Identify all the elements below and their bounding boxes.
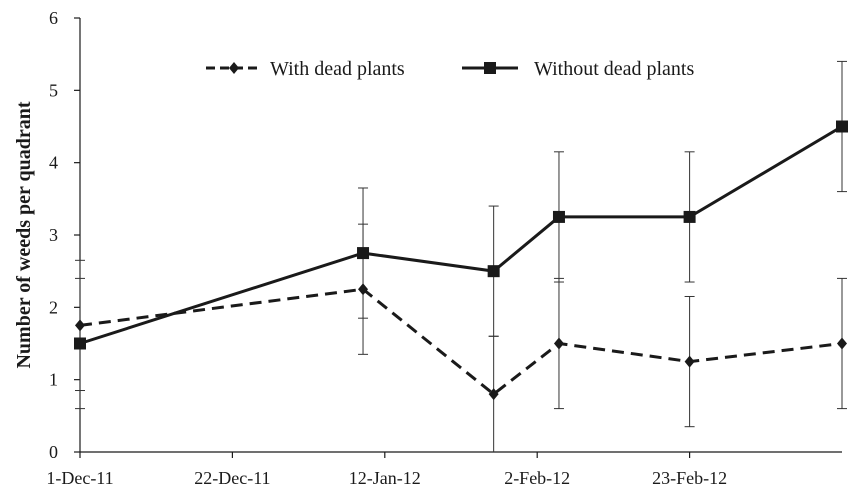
series-line-2 [79,125,843,345]
y-ticks: 0 1 2 3 4 5 6 [49,8,80,462]
diamond-marker [358,283,369,296]
y-tick-label: 6 [49,8,58,28]
legend-entry: Without dead plants [462,58,694,80]
x-tick-label: 2-Feb-12 [504,468,570,488]
x-tick-label: 12-Jan-12 [349,468,421,488]
error-bars [75,60,847,452]
y-tick-label: 3 [49,225,58,245]
diamond-marker [75,319,85,332]
square-marker [357,247,370,260]
square-marker [683,210,696,223]
y-tick-label: 4 [49,153,58,173]
legend-diamond-marker [229,62,239,74]
diamond-marker [553,337,564,350]
x-tick-label: 22-Dec-11 [194,468,270,488]
x-tick-label: 1-Dec-11 [46,468,113,488]
square-marker [74,337,86,350]
square-marker [552,210,565,223]
square-marker [836,120,848,133]
diamond-marker [684,355,695,368]
legend-square-marker [484,62,496,74]
series-lines [79,125,843,397]
diamond-marker [837,337,847,350]
legend-entry: With dead plants [206,58,405,80]
y-tick-label: 2 [49,297,58,317]
legend: With dead plants Without dead plants [206,58,694,80]
y-tick-label: 1 [49,370,58,390]
square-marker [487,265,500,278]
y-tick-label: 5 [49,80,58,100]
series-line-1 [79,287,843,397]
x-ticks: 1-Dec-11 22-Dec-11 12-Jan-12 2-Feb-12 23-Feb… [46,452,727,488]
y-tick-label: 0 [49,442,58,462]
legend-label: Without dead plants [534,58,694,80]
x-tick-label: 23-Feb-12 [652,468,727,488]
y-axis-title: Number of weeds per quadrant [13,101,35,368]
legend-label: With dead plants [270,58,405,80]
axes [79,18,842,453]
series-markers [74,120,848,401]
diamond-marker [488,388,499,401]
